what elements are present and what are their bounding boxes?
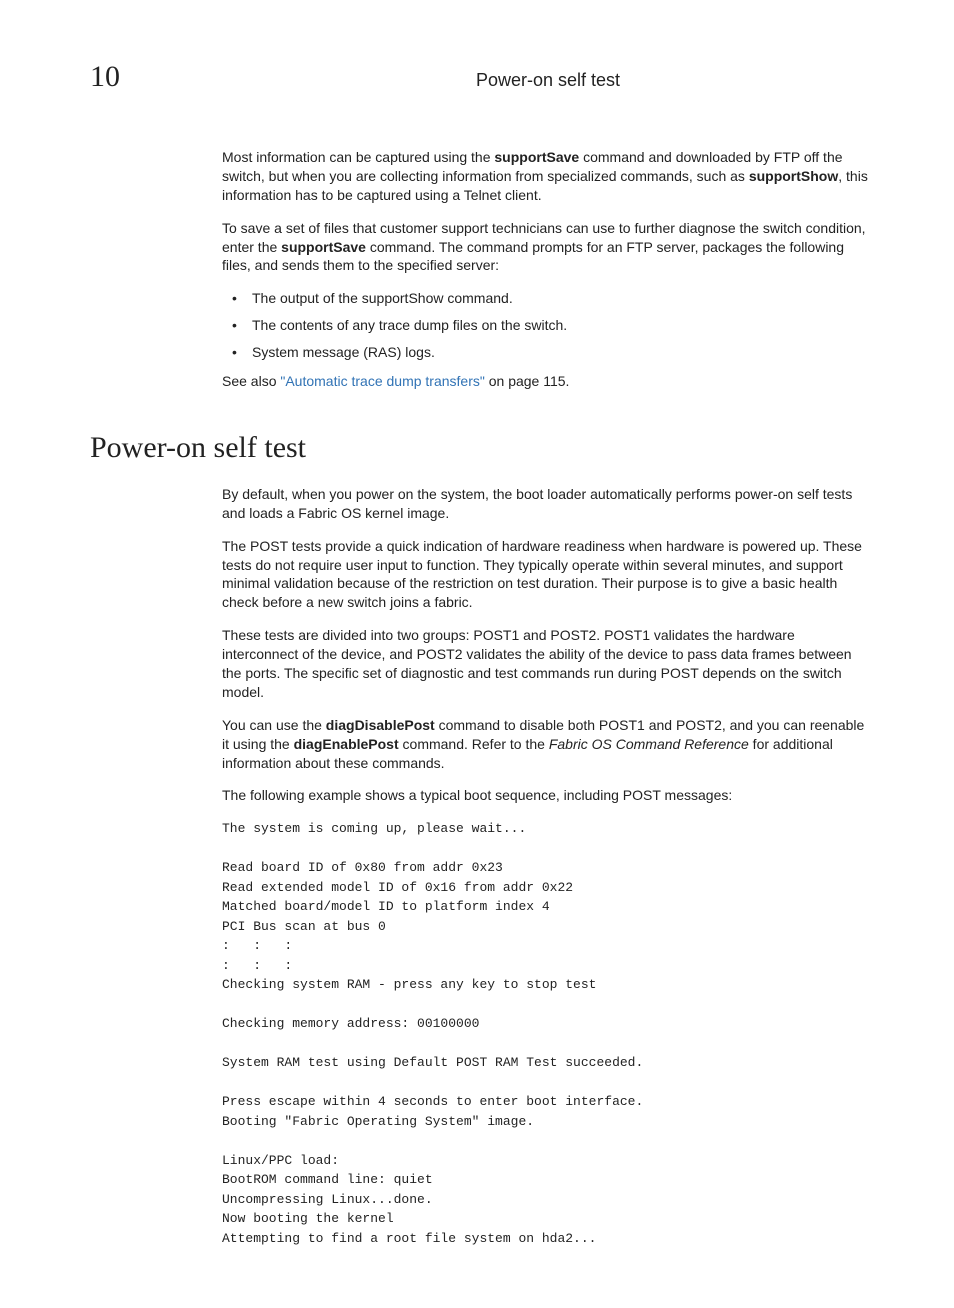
intro-paragraph-1: Most information can be captured using t… [222, 148, 874, 205]
chapter-number: 10 [90, 60, 222, 94]
command-diagdisablepost: diagDisablePost [326, 717, 435, 733]
text: command. [443, 290, 512, 306]
page-header: 10 Power-on self test [90, 60, 874, 94]
command-supportshow: supportShow [362, 290, 444, 306]
see-also: See also "Automatic trace dump transfers… [222, 372, 874, 391]
command-diagenablepost: diagEnablePost [294, 736, 399, 752]
list-item: The output of the supportShow command. [222, 289, 874, 308]
running-title: Power-on self test [222, 70, 874, 91]
list-item: The contents of any trace dump files on … [222, 316, 874, 335]
command-supportshow: supportShow [749, 168, 838, 184]
intro-paragraph-2: To save a set of files that customer sup… [222, 219, 874, 276]
reference-title: Fabric OS Command Reference [549, 736, 749, 752]
section-paragraph-3: These tests are divided into two groups:… [222, 626, 874, 702]
text: Most information can be captured using t… [222, 149, 494, 165]
list-item: System message (RAS) logs. [222, 343, 874, 362]
section-paragraph-5: The following example shows a typical bo… [222, 786, 874, 805]
intro-bullet-list: The output of the supportShow command. T… [222, 289, 874, 362]
text: See also [222, 373, 280, 389]
cross-reference-link[interactable]: "Automatic trace dump transfers" [280, 373, 484, 389]
text: command. Refer to the [399, 736, 549, 752]
code-block: The system is coming up, please wait... … [222, 819, 874, 1248]
section-paragraph-4: You can use the diagDisablePost command … [222, 716, 874, 773]
section-heading: Power-on self test [90, 431, 874, 465]
section-paragraph-1: By default, when you power on the system… [222, 485, 874, 523]
command-supportsave: supportSave [494, 149, 579, 165]
content-body: Most information can be captured using t… [222, 148, 874, 1248]
text: on page 115. [485, 373, 570, 389]
section-paragraph-2: The POST tests provide a quick indicatio… [222, 537, 874, 613]
command-supportsave: supportSave [281, 239, 366, 255]
page: 10 Power-on self test Most information c… [0, 0, 954, 1308]
text: The output of the [252, 290, 362, 306]
text: You can use the [222, 717, 326, 733]
